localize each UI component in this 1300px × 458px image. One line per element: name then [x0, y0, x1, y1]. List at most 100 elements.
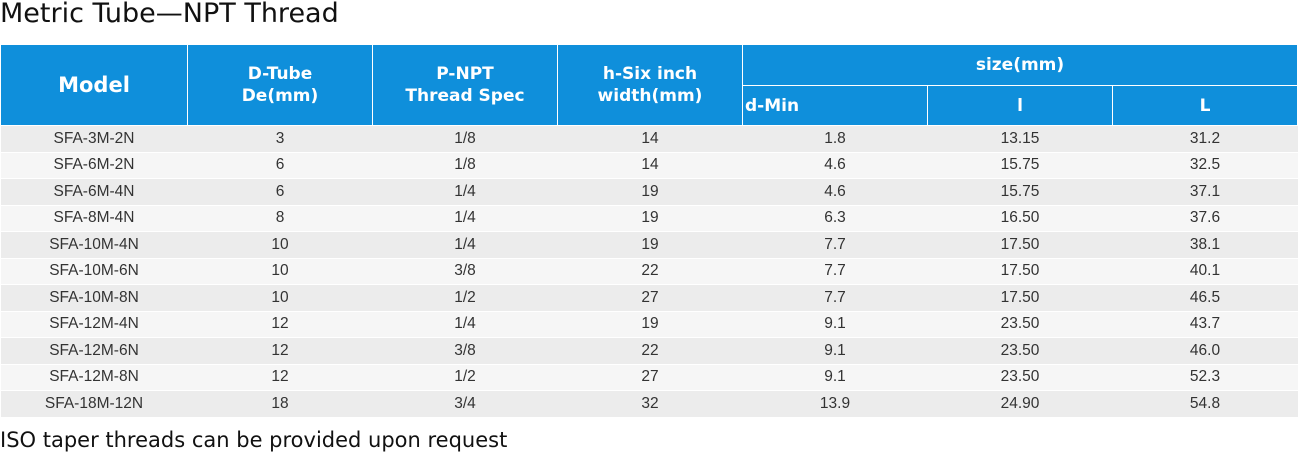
table-cell: 1/4: [372, 231, 558, 259]
table-cell: 13.9: [742, 390, 928, 418]
subheader-cell: L: [1112, 85, 1298, 126]
table-cell: 1/4: [372, 178, 558, 206]
page-title: Metric Tube—NPT Thread: [0, 0, 339, 29]
group-header: size(mm): [742, 44, 1298, 86]
table-cell: 46.5: [1112, 284, 1298, 312]
table-cell: 31.2: [1112, 125, 1298, 153]
table-cell: 10: [187, 231, 373, 259]
table-cell: 17.50: [927, 231, 1113, 259]
table-cell: 32.5: [1112, 152, 1298, 179]
table-cell: SFA-6M-4N: [0, 178, 188, 206]
table-cell: 4.6: [742, 152, 928, 179]
table-row: SFA-12M-6N 12 3/8 22 9.1 23.50 46.0: [0, 337, 1298, 365]
table-cell: 24.90: [927, 390, 1113, 418]
table-cell: 6: [187, 152, 373, 179]
table-cell: 12: [187, 311, 373, 338]
table-cell: 17.50: [927, 284, 1113, 312]
table-cell: 3: [187, 125, 373, 153]
table-cell: 23.50: [927, 337, 1113, 365]
table-cell: 9.1: [742, 364, 928, 391]
table-cell: 15.75: [927, 152, 1113, 179]
table-cell: 9.1: [742, 337, 928, 365]
table-cell: 1/2: [372, 284, 558, 312]
header-cell: h-Six inch width(mm): [557, 44, 743, 126]
table-cell: 12: [187, 337, 373, 365]
table-cell: 7.7: [742, 258, 928, 285]
table-cell: 10: [187, 284, 373, 312]
table-cell: 27: [557, 364, 743, 391]
subheader-cell: d-Min: [742, 85, 928, 126]
table-row: SFA-6M-4N 6 1/4 19 4.6 15.75 37.1: [0, 178, 1298, 206]
table-body: SFA-3M-2N 3 1/8 14 1.8 13.15 31.2 SFA-6M-2N 6 1/8…: [0, 125, 1298, 418]
table-cell: 1.8: [742, 125, 928, 153]
subheader-row: d-Min l L: [1, 85, 1298, 126]
header-text: Model: [58, 73, 130, 97]
header-cell: D-Tube De(mm): [187, 44, 373, 126]
table-cell: 3/4: [372, 390, 558, 418]
table-cell: SFA-12M-8N: [0, 364, 188, 391]
table-row: SFA-18M-12N 18 3/4 32 13.9 24.90 54.8: [0, 390, 1298, 418]
table-cell: SFA-3M-2N: [0, 125, 188, 153]
table-cell: 32: [557, 390, 743, 418]
table-cell: SFA-8M-4N: [0, 205, 188, 232]
header-text: De(mm): [241, 86, 319, 106]
table-cell: SFA-10M-4N: [0, 231, 188, 259]
table-cell: 14: [557, 125, 743, 153]
header-text: h-Six inch: [602, 64, 698, 84]
header-cell: Model: [0, 44, 188, 126]
table-cell: 12: [187, 364, 373, 391]
table-cell: 38.1: [1112, 231, 1298, 259]
table-cell: 19: [557, 311, 743, 338]
table-cell: 22: [557, 258, 743, 285]
table-cell: 3/8: [372, 337, 558, 365]
table-cell: 46.0: [1112, 337, 1298, 365]
table-cell: 10: [187, 258, 373, 285]
table-cell: SFA-10M-6N: [0, 258, 188, 285]
table-cell: 1/4: [372, 205, 558, 232]
subheader-cell: l: [927, 85, 1113, 126]
table-cell: 40.1: [1112, 258, 1298, 285]
table-cell: 19: [557, 178, 743, 206]
table-cell: 23.50: [927, 311, 1113, 338]
table-cell: SFA-18M-12N: [0, 390, 188, 418]
table-cell: SFA-12M-6N: [0, 337, 188, 365]
table-cell: 6.3: [742, 205, 928, 232]
table-cell: 4.6: [742, 178, 928, 206]
table-cell: 1/8: [372, 152, 558, 179]
table-cell: 1/2: [372, 364, 558, 391]
table-cell: 7.7: [742, 284, 928, 312]
table-cell: 15.75: [927, 178, 1113, 206]
header-text: width(mm): [597, 86, 703, 106]
header-text: P-NPT: [436, 64, 494, 84]
table-cell: 37.6: [1112, 205, 1298, 232]
header-row: Model D-Tube De(mm) P-NPT Thread Spec h-Six i…: [0, 44, 1298, 126]
table-cell: 1/8: [372, 125, 558, 153]
table-cell: SFA-10M-8N: [0, 284, 188, 312]
spec-table: Model D-Tube De(mm) P-NPT Thread Spec h-Six i…: [0, 44, 1298, 418]
table-cell: 13.15: [927, 125, 1113, 153]
table-cell: 17.50: [927, 258, 1113, 285]
table-row: SFA-10M-6N 10 3/8 22 7.7 17.50 40.1: [0, 258, 1298, 285]
table-row: SFA-12M-4N 12 1/4 19 9.1 23.50 43.7: [0, 311, 1298, 338]
table-cell: 1/4: [372, 311, 558, 338]
header-text: D-Tube: [247, 64, 313, 84]
header-text: Thread Spec: [405, 86, 525, 106]
table-row: SFA-3M-2N 3 1/8 14 1.8 13.15 31.2: [0, 125, 1298, 153]
table-row: SFA-6M-2N 6 1/8 14 4.6 15.75 32.5: [0, 152, 1298, 179]
table-cell: 19: [557, 231, 743, 259]
footnote: ISO taper threads can be provided upon r…: [0, 428, 508, 452]
table-cell: 37.1: [1112, 178, 1298, 206]
table-cell: 43.7: [1112, 311, 1298, 338]
table-header: Model D-Tube De(mm) P-NPT Thread Spec h-Six i…: [0, 44, 1298, 126]
table-cell: 52.3: [1112, 364, 1298, 391]
table-cell: 27: [557, 284, 743, 312]
table-cell: 19: [557, 205, 743, 232]
table-cell: 18: [187, 390, 373, 418]
table-row: SFA-10M-4N 10 1/4 19 7.7 17.50 38.1: [0, 231, 1298, 259]
table-cell: 14: [557, 152, 743, 179]
table-cell: 3/8: [372, 258, 558, 285]
table-row: SFA-8M-4N 8 1/4 19 6.3 16.50 37.6: [0, 205, 1298, 232]
table-cell: 8: [187, 205, 373, 232]
table-row: SFA-10M-8N 10 1/2 27 7.7 17.50 46.5: [0, 284, 1298, 312]
